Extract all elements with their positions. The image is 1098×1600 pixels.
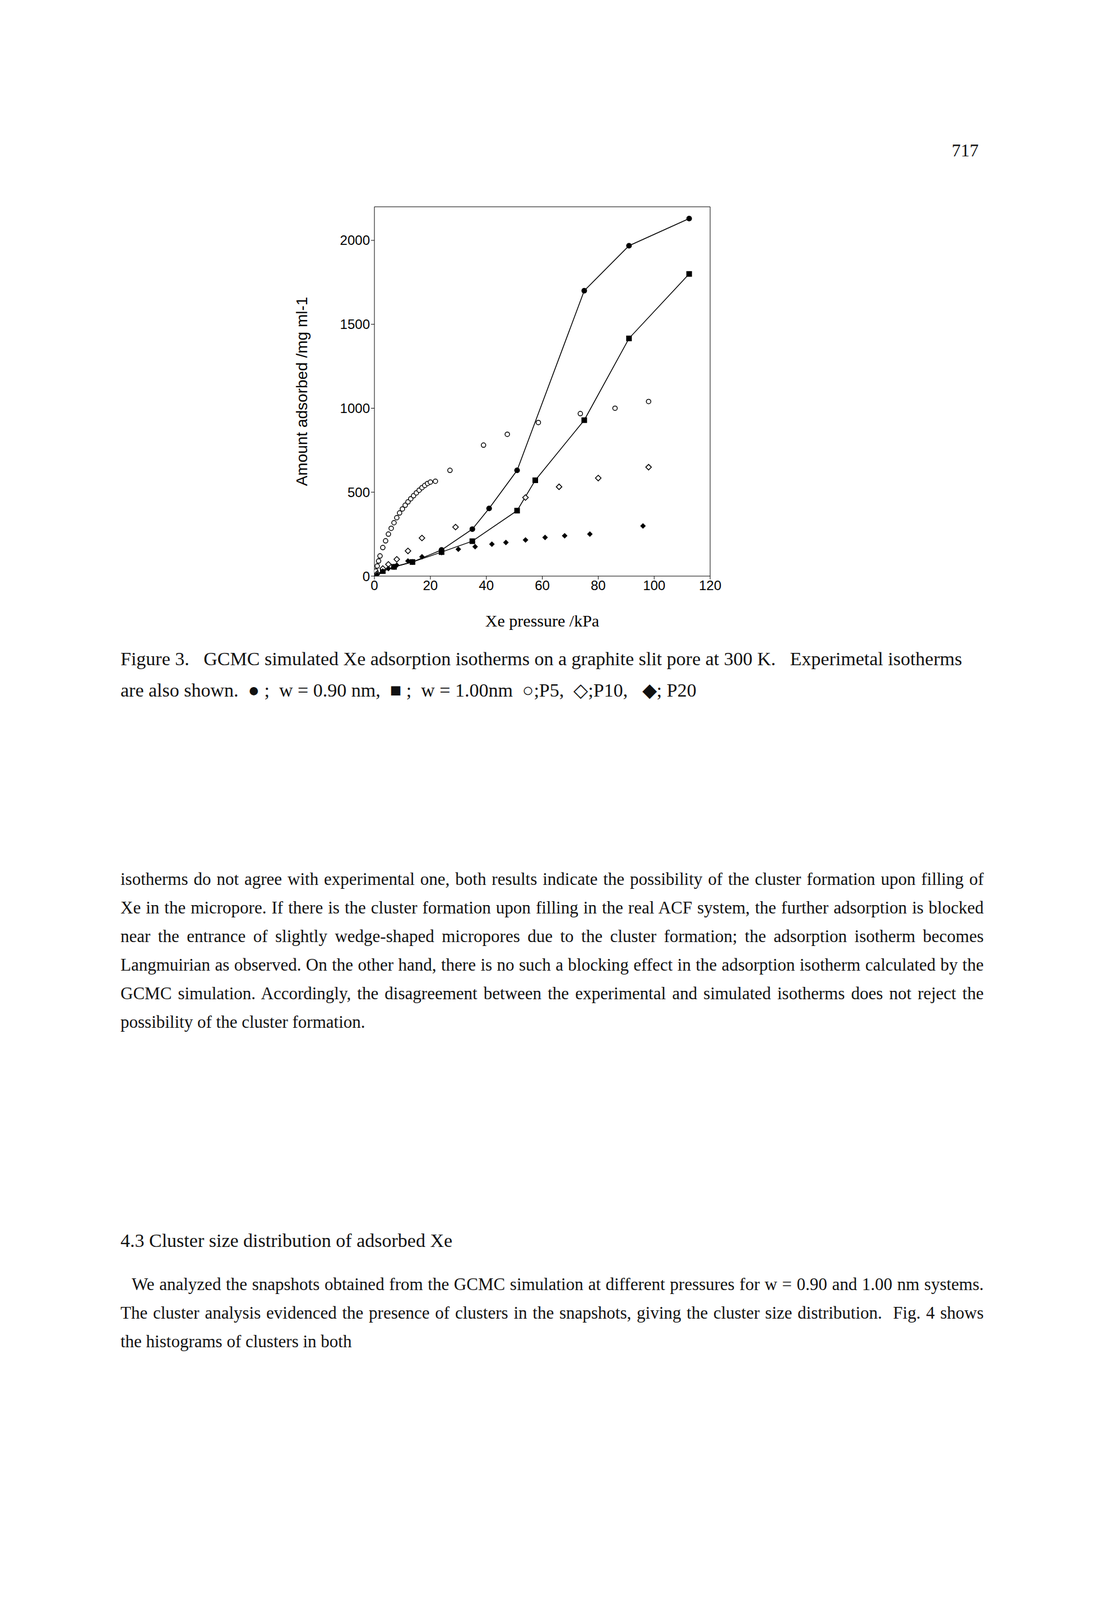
svg-text:20: 20 bbox=[422, 577, 438, 593]
html-text:4.3 Cluster size distribution: 4.3 Cluster size distribution of adsorbe… bbox=[120, 1230, 453, 1252]
svg-text:1500: 1500 bbox=[340, 316, 370, 332]
svg-text:0: 0 bbox=[362, 568, 370, 585]
svg-text:1000: 1000 bbox=[340, 400, 370, 416]
svg-text:40: 40 bbox=[478, 577, 494, 593]
html-text:We analyzed the snapshots obta: We analyzed the snapshots obtained from … bbox=[120, 1274, 993, 1352]
svg-text:120: 120 bbox=[698, 577, 722, 593]
svg-text:80: 80 bbox=[590, 577, 606, 593]
html-text:isotherms do not agree with ex: isotherms do not agree with experimental… bbox=[120, 869, 984, 1032]
svg-text:500: 500 bbox=[347, 484, 370, 500]
svg-text:0: 0 bbox=[370, 577, 378, 593]
svg-text:100: 100 bbox=[642, 577, 666, 593]
html-text:717: 717 bbox=[951, 140, 979, 161]
svg-text:60: 60 bbox=[534, 577, 550, 593]
svg-text:Amount adsorbed /mg ml-1: Amount adsorbed /mg ml-1 bbox=[293, 297, 311, 487]
svg-text:Xe pressure /kPa: Xe pressure /kPa bbox=[485, 611, 600, 630]
html-text:Figure 3. GCMC simulated Xe ad: Figure 3. GCMC simulated Xe adsorption i… bbox=[120, 648, 967, 701]
svg-text:2000: 2000 bbox=[340, 232, 370, 248]
